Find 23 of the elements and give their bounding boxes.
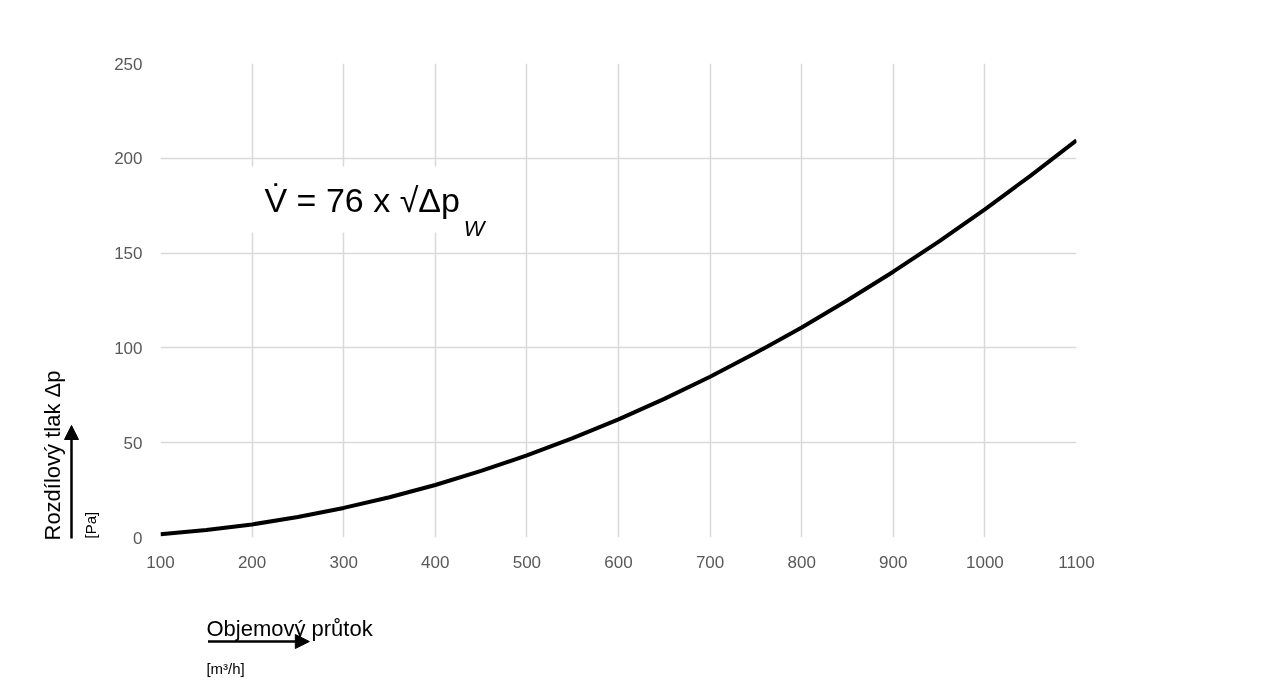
x-tick-label: 700 [695,552,725,572]
y-axis-title: Rozdílový tlak Δp [40,370,65,541]
annotation: V̇ = 76 x √ΔpW [264,180,487,241]
y-tick-label: 50 [123,433,143,453]
x-tick-label: 300 [329,552,358,572]
text: [Pa] [82,511,99,539]
line-series [160,138,1077,537]
y-tick-label: 0 [133,528,143,548]
y-tick-label: 250 [114,54,143,74]
x-tick-label: 400 [421,552,450,572]
x-tick-label: 1000 [965,552,1004,572]
x-axis-title: Objemový průtok [206,616,374,641]
y-tick-label: 200 [114,149,143,169]
y-tick-label: 100 [114,338,143,358]
x-tick-label: 500 [512,552,542,572]
x-tick-label: 100 [146,552,175,572]
y-tick-label: 150 [114,244,143,264]
x-tick-label: 800 [787,552,816,572]
text: [m³/h] [206,660,245,677]
x-tick-label: 200 [237,552,267,572]
x-tick-label: 900 [879,552,908,572]
x-tick-label: 600 [604,552,633,572]
x-tick-label: 1100 [1058,552,1095,572]
